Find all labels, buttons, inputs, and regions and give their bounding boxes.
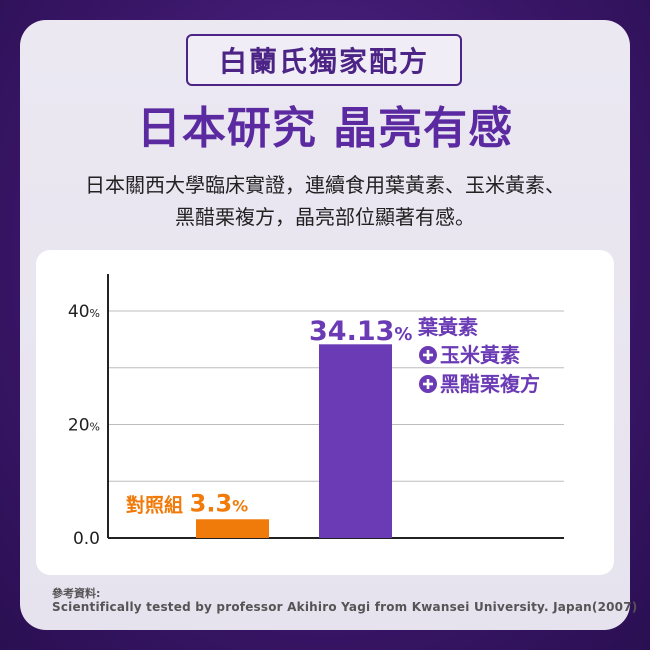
description-line-2: 黑醋栗複方，晶亮部位顯著有感。	[175, 205, 475, 229]
description-line-1: 日本關西大學臨床實證，連續食用葉黃素、玉米黃素、	[85, 173, 565, 197]
reference-citation: Scientifically tested by professor Akihi…	[52, 600, 638, 614]
formula-value-label: 34.13%	[309, 316, 412, 347]
chart-panel: 40% 20% 0.0 對照組 3.3% 34.13% 葉黃素玉米黃素黑醋栗複方	[36, 250, 614, 575]
formula-ingredient-1: 玉米黃素	[440, 343, 520, 367]
y-tick-label-40: 40%	[68, 302, 100, 322]
bar-1	[319, 344, 392, 538]
y-tick-label-0: 0.0	[73, 529, 100, 549]
control-label: 對照組 3.3%	[126, 489, 248, 517]
reference-label: 參考資料:	[52, 587, 101, 600]
plus-icon-v	[426, 379, 430, 389]
headline: 日本研究 晶亮有感	[136, 103, 514, 154]
formula-ingredient-2: 黑醋栗複方	[440, 372, 540, 396]
formula-ingredient-0: 葉黃素	[417, 315, 478, 339]
y-tick-label-20: 20%	[68, 416, 100, 436]
formula-badge: 白蘭氏獨家配方	[186, 34, 462, 86]
bar-0	[196, 519, 269, 538]
plus-icon-v	[426, 350, 430, 360]
